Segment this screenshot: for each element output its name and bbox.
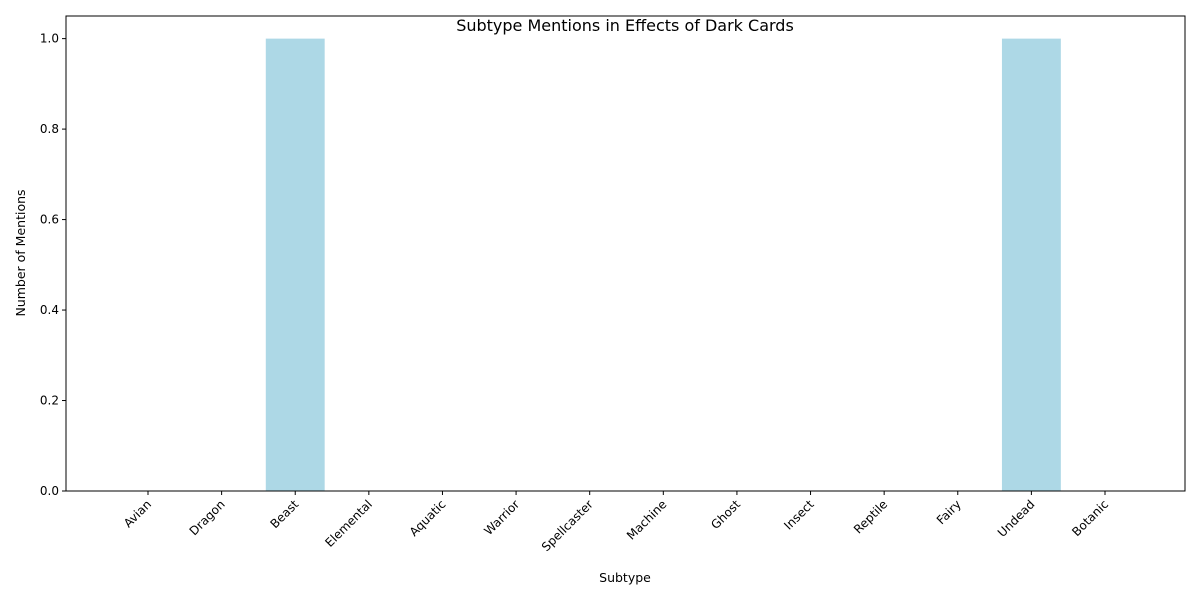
x-tick-label-dragon: Dragon (187, 497, 228, 538)
y-tick-label: 0.0 (40, 484, 59, 498)
x-tick-label-botanic: Botanic (1069, 497, 1111, 539)
y-tick-label: 0.2 (40, 394, 59, 408)
x-tick-label-warrior: Warrior (481, 497, 522, 538)
x-tick-label-aquatic: Aquatic (407, 497, 449, 539)
x-tick-label-undead: Undead (995, 497, 1038, 540)
y-tick-label: 1.0 (40, 32, 59, 46)
x-tick-label-elemental: Elemental (322, 497, 375, 550)
x-tick-label-reptile: Reptile (851, 497, 890, 536)
x-tick-label-spellcaster: Spellcaster (539, 497, 596, 554)
plot-frame (65, 15, 1186, 492)
x-axis-ticks: Avian Dragon Beast Elemental Aquatic Warrior S… (121, 491, 1111, 554)
x-tick-label-avian: Avian (121, 497, 154, 530)
x-tick-label-ghost: Ghost (708, 497, 743, 532)
y-tick-label: 0.4 (40, 303, 59, 317)
x-tick-label-machine: Machine (624, 497, 669, 542)
x-axis-label: Subtype (599, 570, 651, 585)
x-tick-label-insect: Insect (781, 497, 817, 533)
x-tick-label-fairy: Fairy (934, 497, 964, 527)
chart-title: Subtype Mentions in Effects of Dark Card… (456, 16, 794, 35)
y-tick-label: 0.6 (40, 213, 59, 227)
x-tick-label-beast: Beast (267, 497, 301, 531)
bar-undead (1001, 38, 1061, 491)
y-axis-ticks: 0.0 0.2 0.4 0.6 0.8 1.0 (40, 32, 66, 498)
y-axis-label: Number of Mentions (13, 189, 28, 316)
y-tick-label: 0.8 (40, 122, 59, 136)
bar-beast (265, 38, 325, 491)
bars-group (265, 38, 1061, 491)
